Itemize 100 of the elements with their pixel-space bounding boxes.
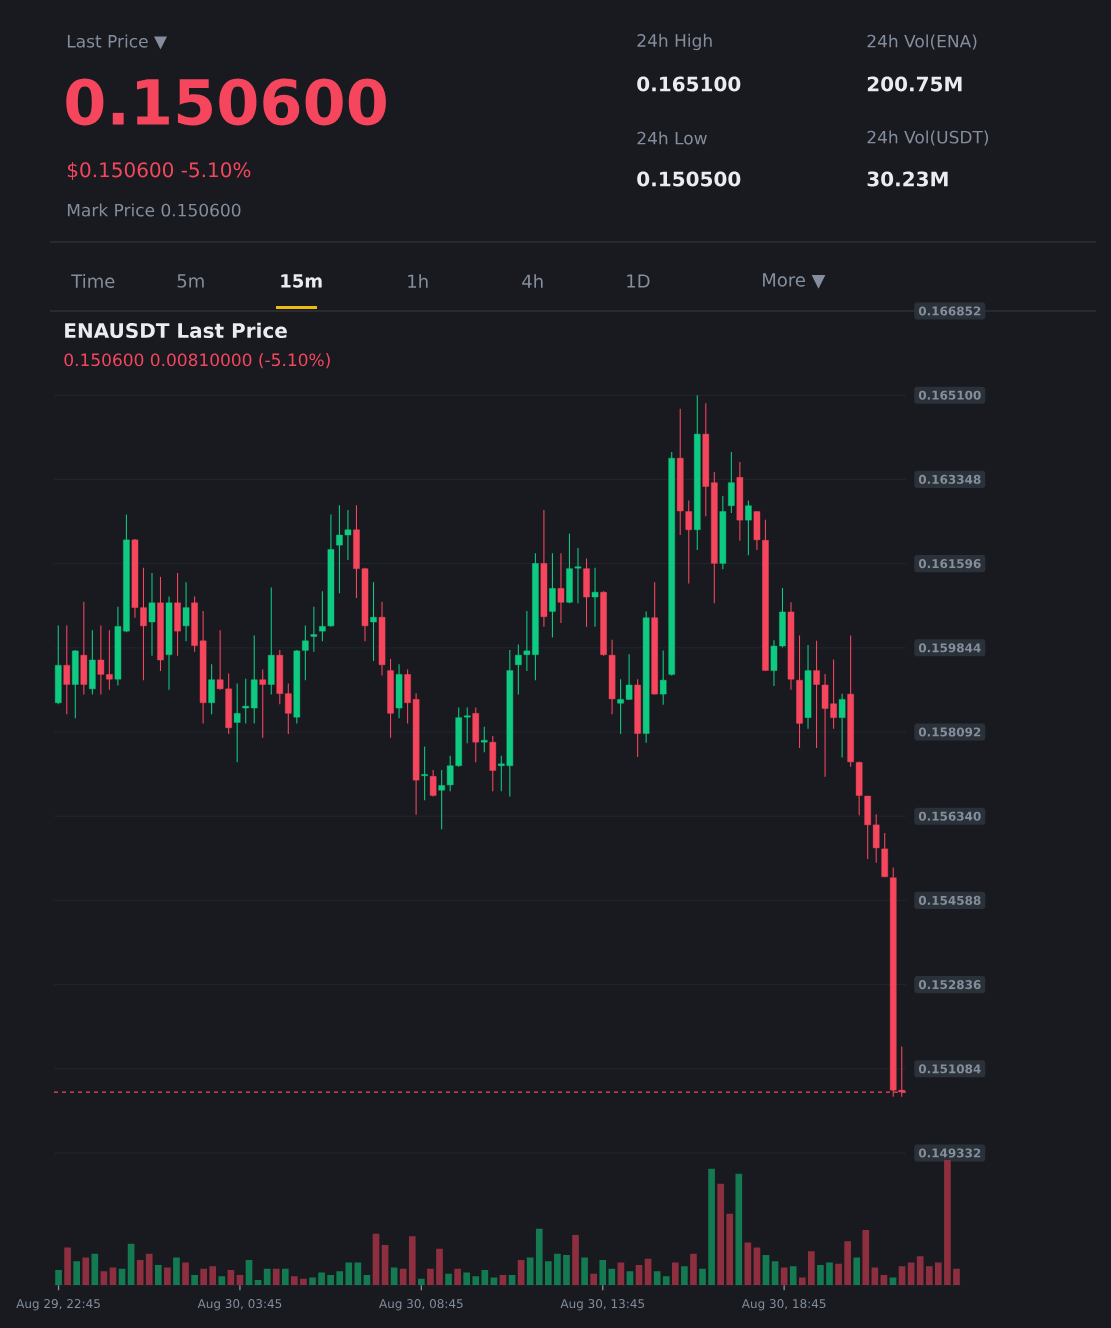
y-tick-label: 0.159844 — [918, 643, 981, 653]
bar — [182, 1262, 189, 1285]
x-tick-label: Aug 30, 13:45 — [560, 1299, 645, 1311]
bar — [925, 1266, 933, 1285]
bar — [526, 1257, 534, 1285]
bar — [272, 1268, 280, 1285]
bar — [490, 1277, 498, 1285]
bar — [708, 1168, 715, 1285]
candlestick — [515, 644, 522, 696]
candlestick — [463, 707, 471, 744]
bar — [517, 1260, 525, 1285]
bar — [209, 1266, 217, 1285]
bar — [808, 1251, 815, 1285]
bar — [835, 1263, 842, 1285]
text: 24h Low — [637, 131, 707, 145]
bar — [599, 1260, 607, 1285]
bar — [554, 1253, 561, 1285]
text: Time — [71, 274, 115, 288]
candlestick — [259, 669, 267, 739]
bar — [717, 1183, 724, 1285]
bar — [535, 1228, 543, 1285]
bar — [454, 1268, 461, 1285]
bar — [418, 1278, 425, 1285]
bar — [771, 1261, 779, 1285]
bar — [563, 1255, 570, 1285]
bar — [581, 1257, 588, 1285]
bar — [354, 1262, 362, 1285]
bar — [935, 1262, 942, 1285]
bar — [399, 1268, 407, 1285]
text: 15m — [281, 274, 322, 288]
bar — [218, 1276, 226, 1285]
bar — [817, 1265, 824, 1285]
x-tick-label: Aug 30, 18:45 — [741, 1299, 826, 1311]
bar — [463, 1272, 471, 1285]
bar — [617, 1262, 625, 1285]
bar — [136, 1260, 144, 1285]
bar — [653, 1271, 661, 1285]
bar — [953, 1268, 960, 1285]
bar — [871, 1267, 879, 1285]
bar — [853, 1257, 861, 1285]
bar — [191, 1275, 198, 1285]
bar — [164, 1267, 171, 1285]
candlestick — [421, 745, 428, 801]
bar — [889, 1277, 897, 1285]
y-tick-label: 0.149332 — [918, 1148, 981, 1158]
x-tick-label: Aug 29, 22:45 — [16, 1299, 100, 1311]
bar — [227, 1270, 235, 1285]
bar — [544, 1261, 552, 1285]
candlestick — [242, 678, 249, 724]
candlestick — [148, 572, 156, 657]
text: 4h — [522, 274, 543, 288]
bar — [173, 1257, 180, 1285]
bar — [499, 1275, 507, 1285]
text: 0.150600 — [66, 78, 386, 126]
bar — [64, 1247, 71, 1285]
text: 24h Vol(ENA) — [867, 34, 977, 50]
bar — [744, 1242, 752, 1285]
y-tick-label: 0.165100 — [918, 390, 981, 400]
candlestick — [182, 581, 190, 642]
bar — [100, 1271, 108, 1285]
candlestick — [233, 683, 241, 763]
text: 24h Vol(USDT) — [867, 130, 989, 146]
y-tick-label: 0.161596 — [918, 559, 981, 569]
bar — [145, 1253, 153, 1285]
bar — [862, 1230, 870, 1285]
y-tick-label: 0.163348 — [918, 474, 981, 484]
bar — [363, 1275, 371, 1285]
bar — [798, 1277, 806, 1285]
bar — [254, 1280, 262, 1285]
bar — [635, 1265, 643, 1285]
text: 0.150500 — [637, 171, 741, 187]
bar — [82, 1257, 90, 1285]
bar — [508, 1275, 516, 1285]
bar — [309, 1277, 316, 1285]
bar — [445, 1273, 452, 1285]
y-tick-label: 0.154588 — [918, 895, 981, 905]
text: Last Price ▼ — [67, 34, 167, 50]
bar — [626, 1271, 634, 1285]
bar — [907, 1262, 915, 1285]
y-tick-label: 0.158092 — [918, 727, 981, 737]
bar — [436, 1248, 443, 1285]
bar — [572, 1235, 579, 1285]
bar — [699, 1268, 706, 1285]
bar — [300, 1278, 307, 1285]
bar — [245, 1260, 253, 1285]
bar — [944, 1160, 951, 1285]
bar — [154, 1265, 162, 1285]
bar — [327, 1275, 334, 1285]
bar — [390, 1267, 398, 1285]
candlestick — [557, 552, 565, 624]
candlestick — [481, 726, 488, 753]
text: $0.150600 -5.10% — [67, 161, 251, 181]
chart-title: ENAUSDT Last Price — [65, 322, 287, 339]
x-tick-label: Aug 30, 03:45 — [197, 1299, 282, 1311]
bar — [291, 1276, 298, 1285]
candlestick — [429, 769, 437, 798]
bar — [844, 1241, 851, 1285]
y-tick-label: 0.156340 — [918, 811, 981, 821]
bar — [671, 1262, 679, 1285]
bar — [408, 1236, 416, 1285]
